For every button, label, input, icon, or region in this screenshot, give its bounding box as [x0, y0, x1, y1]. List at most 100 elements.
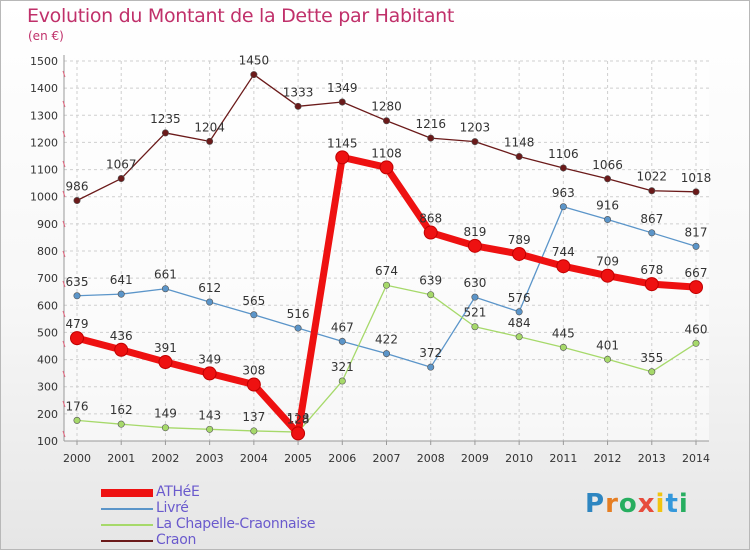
- data-point: [644, 277, 659, 292]
- logo-letter: P: [585, 489, 606, 519]
- data-label: 667: [685, 266, 708, 280]
- series-la-chapelle-craonnaise: 176 162 149 143 137 1333216746395214844454013…: [66, 264, 707, 436]
- data-label: 674: [375, 264, 398, 278]
- x-tick-label: 2011: [549, 452, 577, 465]
- data-point: [604, 355, 612, 363]
- data-point: [512, 246, 527, 261]
- data-point: [382, 281, 390, 289]
- data-point: [382, 350, 390, 358]
- data-point: [117, 175, 125, 183]
- data-label: 162: [110, 403, 133, 417]
- data-label: 1108: [371, 146, 402, 160]
- data-label: 1349: [327, 81, 358, 95]
- legend-swatch: [101, 524, 153, 526]
- x-tick-label: 2001: [107, 452, 135, 465]
- y-tick-label: 100: [37, 435, 58, 448]
- data-label: 521: [463, 306, 486, 320]
- x-tick-label: 2002: [151, 452, 179, 465]
- x-tick-label: 2008: [417, 452, 445, 465]
- data-point: [692, 339, 700, 347]
- legend-item: La Chapelle-Craonnaise: [101, 516, 361, 533]
- y-axis-accent: [62, 430, 66, 438]
- logo-letter: x: [637, 489, 656, 519]
- data-label: 436: [110, 329, 133, 343]
- y-tick-label: 1000: [30, 191, 58, 204]
- chart-title: Evolution du Montant de la Dette par Hab…: [27, 5, 455, 27]
- data-label: 149: [154, 407, 177, 421]
- data-point: [114, 342, 129, 357]
- plot-area: [64, 61, 709, 441]
- series-craon: 986 1067 1235 1204 1450 1333 1349 1280 1216 1203 1…: [66, 54, 712, 205]
- data-label: 176: [66, 399, 89, 413]
- x-tick-label: 2005: [284, 452, 312, 465]
- x-tick-label: 2003: [196, 452, 224, 465]
- data-point: [161, 285, 169, 293]
- data-label: 445: [552, 326, 575, 340]
- y-axis-accent: [62, 160, 66, 168]
- data-label: 321: [331, 360, 354, 374]
- data-label: 1203: [460, 121, 491, 135]
- y-axis-accent: [62, 370, 66, 378]
- proxiti-logo: Proxiti: [585, 489, 689, 519]
- data-label: 1145: [327, 136, 358, 150]
- data-label: 789: [508, 233, 531, 247]
- data-label: 639: [419, 274, 442, 288]
- data-label: 678: [640, 263, 663, 277]
- data-label: 1067: [106, 158, 137, 172]
- data-label: 1106: [548, 147, 579, 161]
- data-label: 1148: [504, 136, 535, 150]
- data-label: 355: [640, 351, 663, 365]
- data-label: 143: [198, 408, 221, 422]
- y-tick-label: 600: [37, 299, 58, 312]
- data-point: [427, 291, 435, 299]
- legend-swatch: [101, 489, 153, 497]
- data-label: 709: [596, 255, 619, 269]
- legend-label: ATHéE: [156, 484, 200, 500]
- data-point: [202, 366, 217, 381]
- data-point: [338, 377, 346, 385]
- data-label: 565: [242, 294, 265, 308]
- data-point: [73, 197, 81, 205]
- legend-label: Livré: [156, 500, 189, 516]
- data-point: [117, 420, 125, 428]
- data-point: [692, 242, 700, 250]
- data-label: 128: [287, 412, 310, 426]
- x-tick-label: 2012: [594, 452, 622, 465]
- data-point: [515, 333, 523, 341]
- data-label: 349: [198, 352, 221, 366]
- legend-item: Craon: [101, 532, 361, 549]
- data-point: [294, 324, 302, 332]
- data-label: 867: [640, 212, 663, 226]
- data-label: 484: [508, 316, 531, 330]
- data-point: [294, 102, 302, 110]
- data-label: 1216: [415, 117, 446, 131]
- data-label: 1450: [239, 54, 270, 68]
- data-point: [600, 268, 615, 283]
- data-label: 1018: [681, 171, 712, 185]
- legend-item: Livré: [101, 500, 361, 517]
- data-point: [206, 425, 214, 433]
- data-label: 1066: [592, 158, 623, 172]
- y-tick-label: 400: [37, 354, 58, 367]
- legend-label: La Chapelle-Craonnaise: [156, 516, 316, 532]
- data-point: [648, 229, 656, 237]
- data-label: 372: [419, 346, 442, 360]
- data-point: [515, 308, 523, 316]
- x-tick-label: 2000: [63, 452, 91, 465]
- x-tick-label: 2004: [240, 452, 268, 465]
- data-label: 630: [463, 276, 486, 290]
- legend-label: Craon: [156, 532, 197, 548]
- data-label: 308: [242, 364, 265, 378]
- data-label: 916: [596, 199, 619, 213]
- data-point: [648, 368, 656, 376]
- y-tick-label: 1200: [30, 136, 58, 149]
- data-label: 986: [66, 180, 89, 194]
- data-point: [70, 331, 84, 346]
- data-label: 516: [287, 307, 310, 321]
- data-label: 1235: [150, 112, 181, 126]
- data-label: 137: [242, 410, 265, 424]
- x-tick-label: 2013: [638, 452, 666, 465]
- data-point: [338, 337, 346, 345]
- data-point: [689, 280, 703, 295]
